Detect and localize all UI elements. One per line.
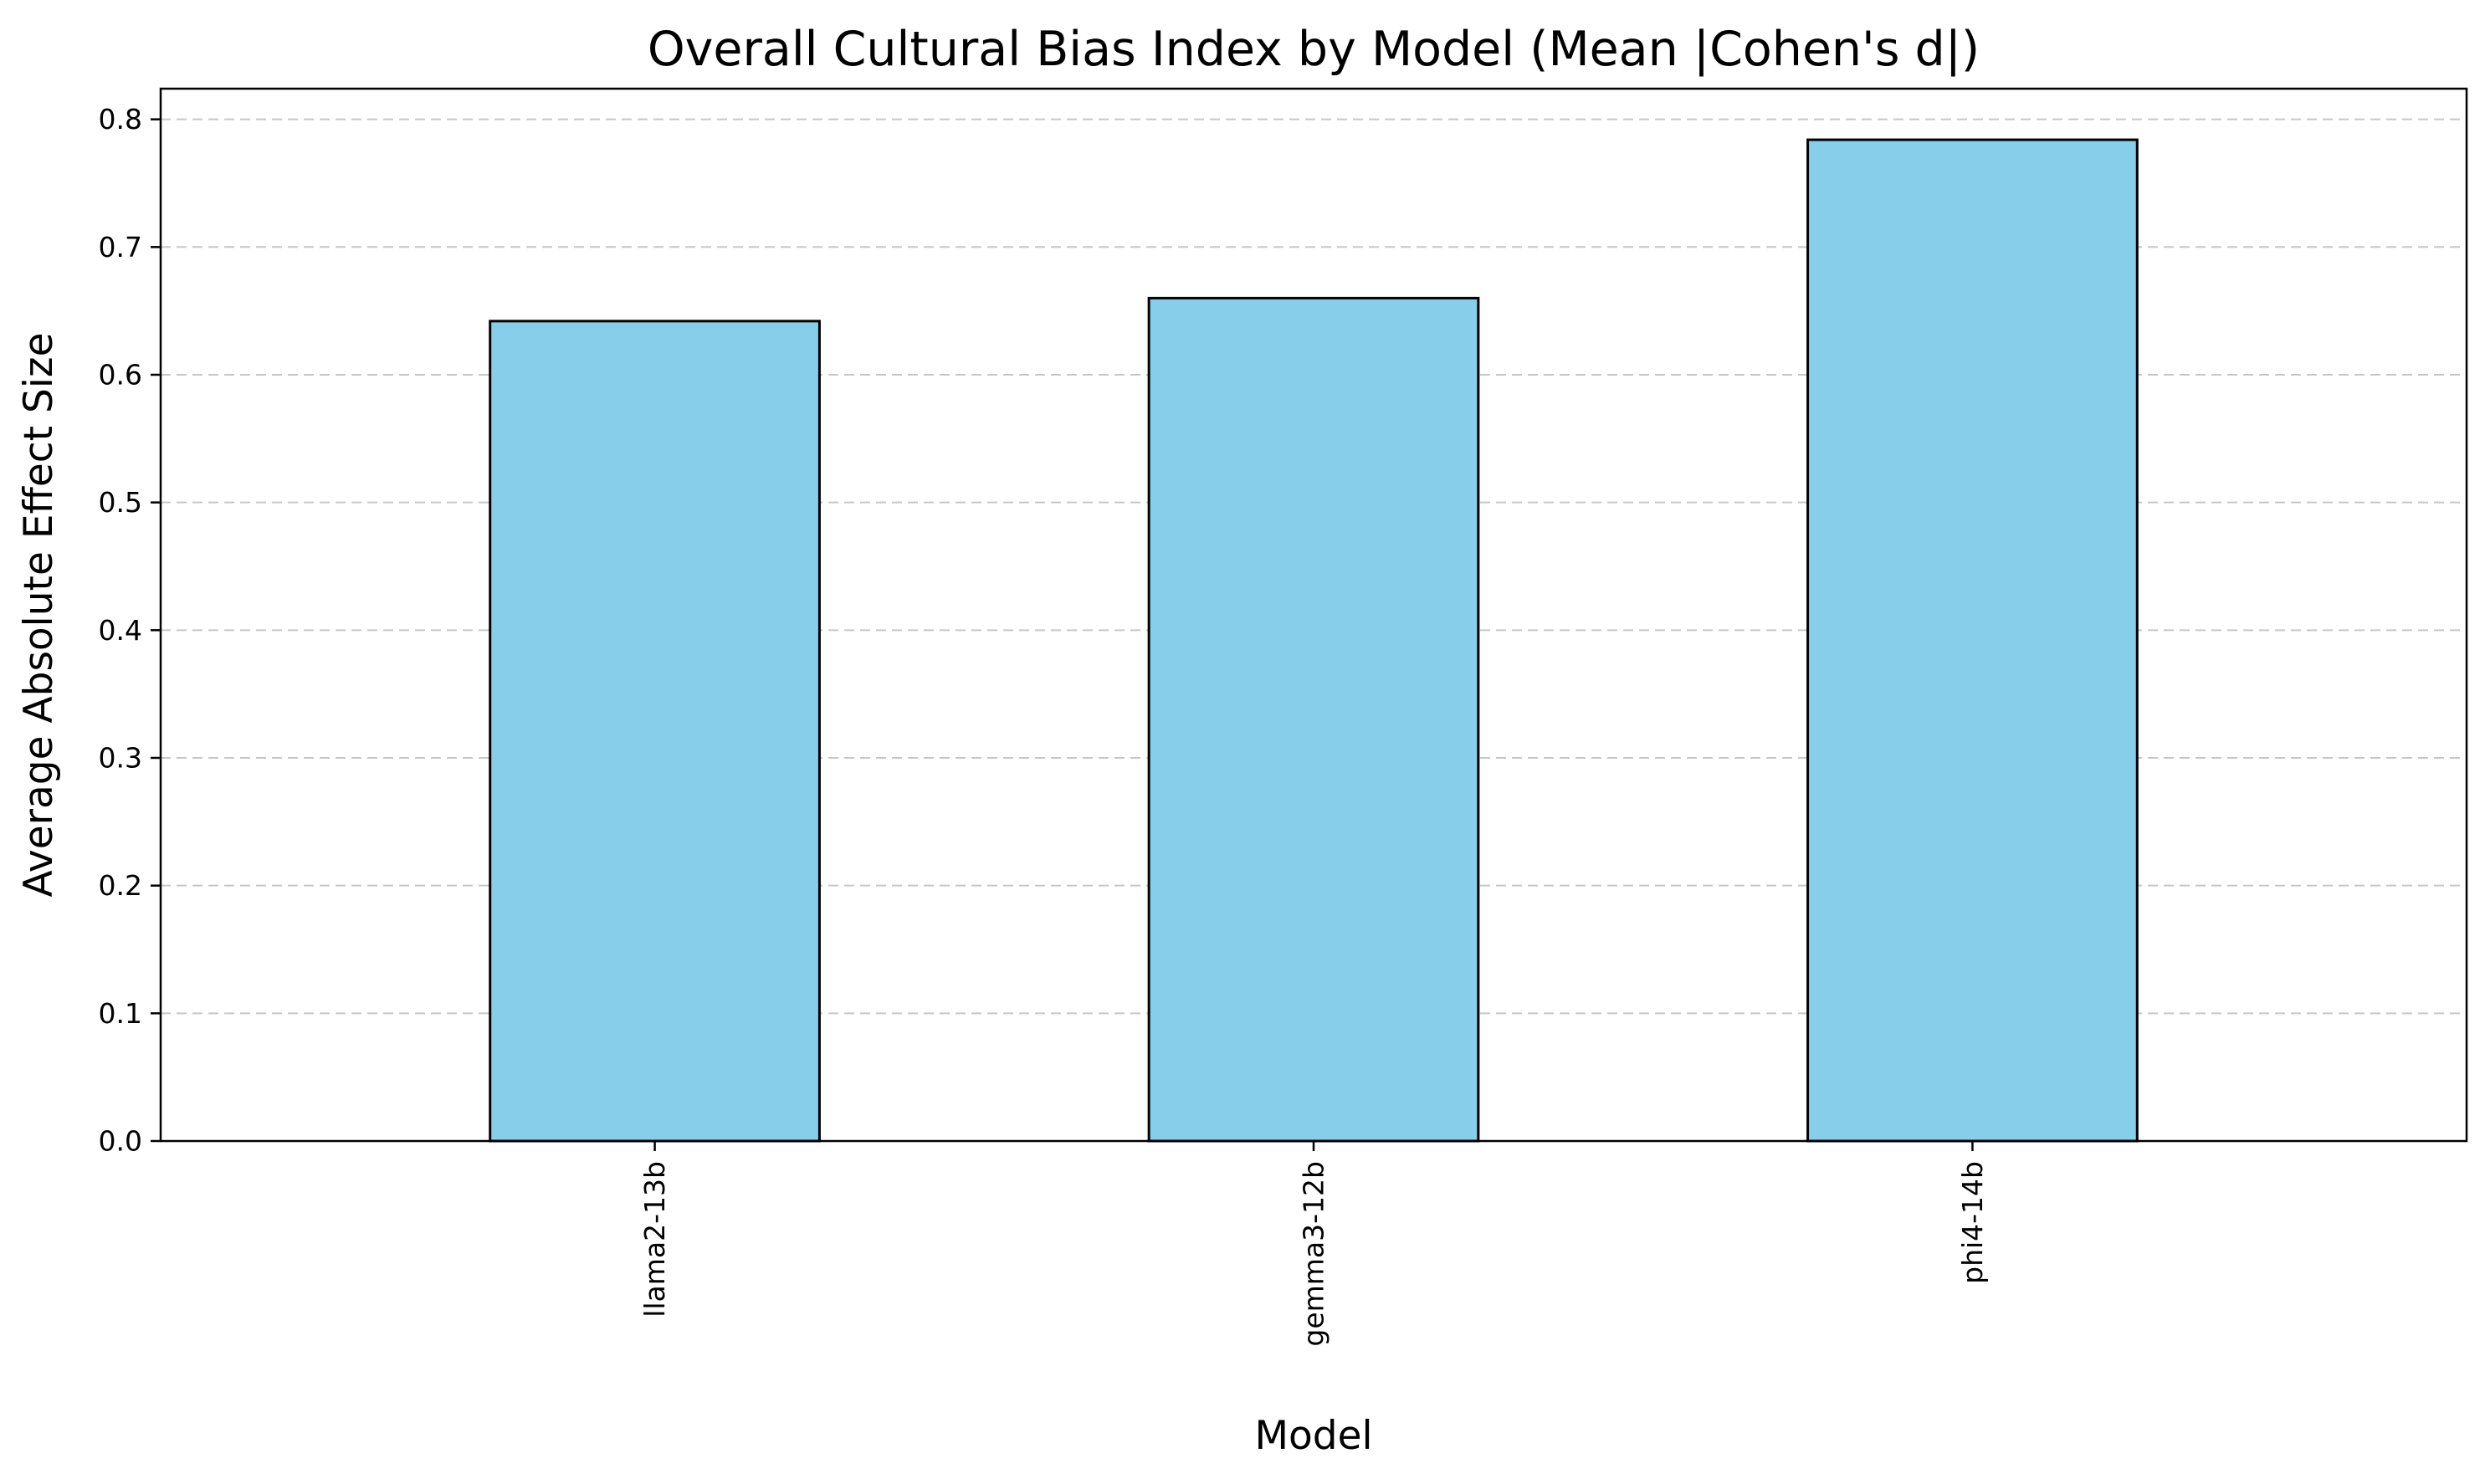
x-tick-label: gemma3-12b <box>1298 1161 1330 1347</box>
x-axis-label: Model <box>1254 1413 1372 1459</box>
y-tick-label: 0.0 <box>99 1125 142 1158</box>
y-axis-ticks: 0.0 0.1 0.2 0.3 0.4 0.5 0.6 0.7 0.8 <box>99 103 161 1158</box>
bars <box>489 138 2139 1143</box>
y-axis-label: Average Absolute Effect Size <box>16 333 62 898</box>
chart-title: Overall Cultural Bias Index by Model (Me… <box>648 22 1980 77</box>
x-axis-ticks: llama2-13b gemma3-12b phi4-14b <box>638 1141 1989 1347</box>
y-tick-label: 0.7 <box>99 231 142 264</box>
y-tick-label: 0.5 <box>99 486 142 519</box>
bar-gemma3-12b <box>1147 296 1480 1143</box>
x-tick-label: phi4-14b <box>1956 1161 1989 1284</box>
y-tick-label: 0.3 <box>99 741 142 774</box>
y-tick-label: 0.8 <box>99 103 142 136</box>
y-tick-label: 0.4 <box>99 614 142 647</box>
y-tick-label: 0.6 <box>99 358 142 391</box>
y-tick-label: 0.1 <box>99 997 142 1030</box>
x-tick-label: llama2-13b <box>638 1161 671 1318</box>
y-tick-label: 0.2 <box>99 869 142 902</box>
bar-phi4-14b <box>1806 138 2139 1143</box>
bar-llama2-13b <box>489 320 821 1143</box>
